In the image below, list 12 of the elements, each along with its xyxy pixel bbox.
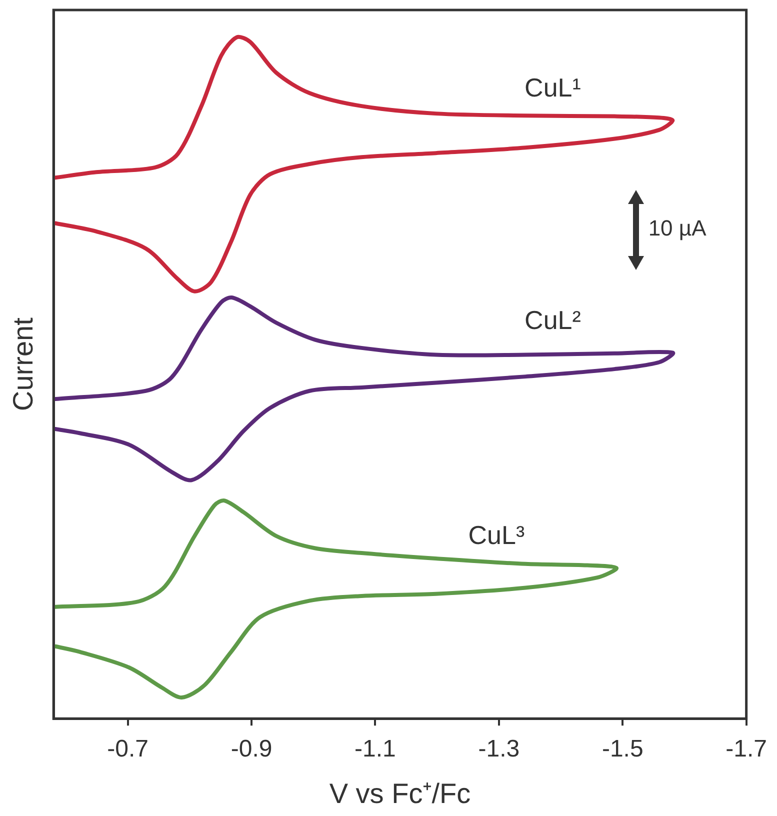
x-tick-label: -1.7 [726,736,767,763]
series-label: CuL¹ [524,72,582,103]
y-axis-title: Current [8,317,39,411]
annotation: 10 µA [648,216,707,241]
x-tick-label: -1.1 [354,736,396,763]
x-tick-label: -0.7 [107,736,148,763]
series-label: CuL³ [468,520,525,550]
x-tick-label: -0.9 [230,736,272,763]
x-axis-title: V vs Fc⁺/Fc [329,778,471,809]
x-tick-label: -1.5 [602,736,644,763]
series-label: CuL² [524,304,582,335]
x-tick-label: -1.3 [478,736,520,763]
